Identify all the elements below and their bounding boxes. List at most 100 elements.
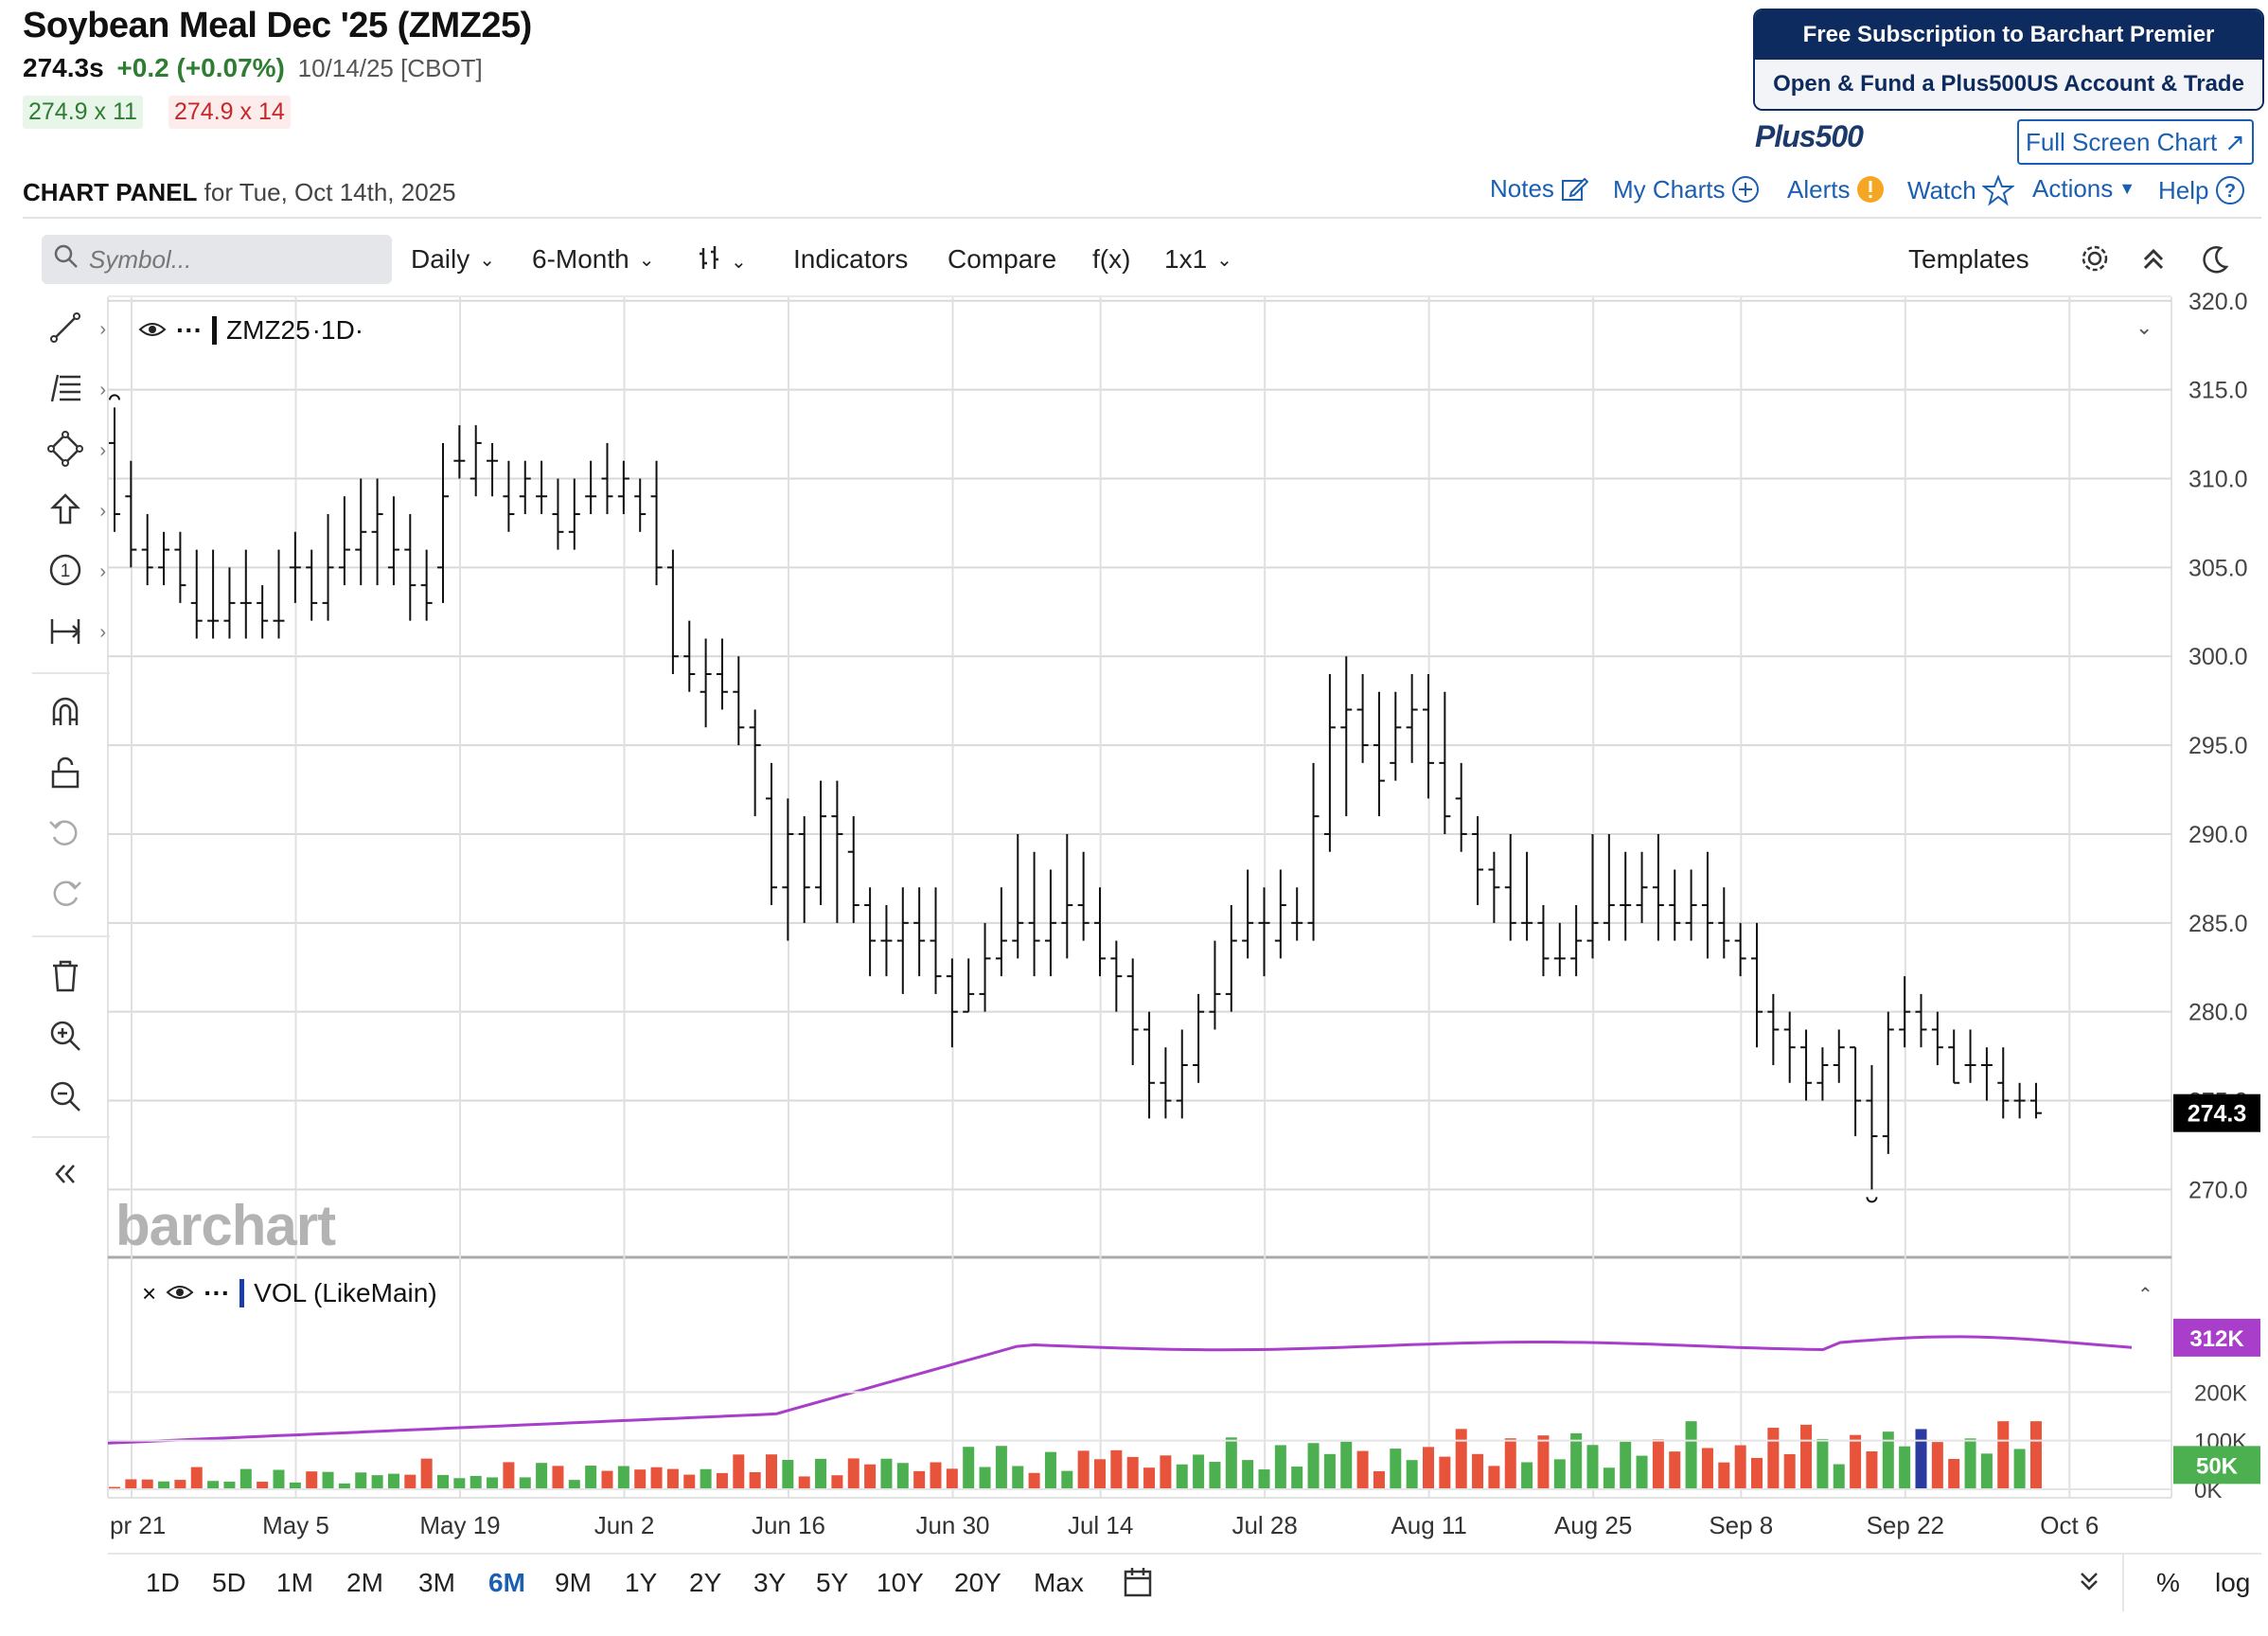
fx-button[interactable]: f(x) <box>1092 244 1131 274</box>
collapse-up-icon[interactable] <box>2139 242 2168 275</box>
volume-bar <box>437 1474 449 1489</box>
price-tick-label: 285.0 <box>2188 911 2248 937</box>
volume-bar <box>733 1454 745 1489</box>
range-button-5d[interactable]: 5D <box>212 1568 246 1597</box>
ohlc-bar <box>1833 1029 1845 1083</box>
range-button-10y[interactable]: 10Y <box>877 1568 924 1597</box>
actions-label: Actions <box>2032 174 2114 203</box>
low-marker <box>1866 1197 1878 1203</box>
date-range-calendar-icon[interactable] <box>1123 1566 1153 1603</box>
range-button-2m[interactable]: 2M <box>346 1568 383 1597</box>
percent-scale-button[interactable]: % <box>2156 1568 2180 1597</box>
range-button-max[interactable]: Max <box>1034 1568 1084 1597</box>
help-link[interactable]: Help ? <box>2158 174 2246 206</box>
plus500-logo[interactable]: Plus500 <box>1755 119 1864 153</box>
full-screen-chart-button[interactable]: Full Screen Chart ↗ <box>2017 119 2254 165</box>
watch-link[interactable]: Watch <box>1907 174 2014 206</box>
zoom-out-button[interactable] <box>23 1072 108 1125</box>
price-tick-label: 310.0 <box>2188 466 2248 492</box>
volume-bar <box>930 1462 942 1489</box>
volume-bar <box>1964 1438 1976 1489</box>
ohlc-bar <box>1472 816 1484 906</box>
range-button-1d[interactable]: 1D <box>146 1568 180 1597</box>
templates-button[interactable]: Templates <box>1908 244 2029 274</box>
eye-icon[interactable] <box>166 1278 194 1308</box>
price-tick-label: 295.0 <box>2188 733 2248 759</box>
ohlc-bar <box>733 656 745 746</box>
chart-type-dropdown[interactable]: ⌄ <box>697 244 747 279</box>
range-button-1y[interactable]: 1Y <box>625 1568 658 1597</box>
ohlc-bar <box>1323 673 1336 852</box>
ohlc-bar <box>798 816 810 923</box>
layout-dropdown[interactable]: 1x1 ⌄ <box>1164 244 1232 275</box>
ohlc-bar <box>1356 673 1369 763</box>
ohlc-bar <box>1537 905 1550 977</box>
lock-tool[interactable] <box>23 748 108 801</box>
volume-bar <box>420 1458 433 1489</box>
volume-bar <box>1948 1458 1960 1489</box>
settings-gear-icon[interactable] <box>2079 242 2111 275</box>
more-options-icon[interactable]: ··· <box>176 315 203 345</box>
shapes-tool[interactable]: › <box>23 424 108 477</box>
log-scale-button[interactable]: log <box>2215 1568 2251 1597</box>
ohlc-bar <box>1028 851 1040 977</box>
fibonacci-tool[interactable]: › <box>23 364 108 417</box>
zoom-in-button[interactable] <box>23 1011 108 1064</box>
notes-link[interactable]: Notes <box>1490 174 1588 204</box>
ohlc-bar <box>1636 851 1648 923</box>
header-divider <box>23 217 2261 219</box>
ohlc-bar <box>749 709 761 817</box>
search-input[interactable]: Symbol... <box>89 244 192 274</box>
range-button-3y[interactable]: 3Y <box>753 1568 787 1597</box>
date-tick-label: May 5 <box>262 1511 329 1539</box>
close-icon[interactable]: × <box>142 1278 157 1307</box>
range-button-3m[interactable]: 3M <box>418 1568 455 1597</box>
period-dropdown[interactable]: 6-Month ⌄ <box>532 244 654 275</box>
range-button-5y[interactable]: 5Y <box>816 1568 849 1597</box>
ohlc-bar <box>963 958 975 1013</box>
promo-box[interactable]: Free Subscription to Barchart Premier Op… <box>1753 9 2264 111</box>
date-tick-label: Aug 25 <box>1554 1511 1632 1539</box>
more-options-icon[interactable]: ··· <box>204 1278 231 1307</box>
delete-drawings-button[interactable] <box>23 951 108 1004</box>
range-selector-bar: 1D 5D 1M 2M 3M 6M 9M 1Y 2Y 3Y 5Y 10Y 20Y Max % log <box>108 1553 2261 1611</box>
ohlc-bar <box>568 478 580 550</box>
range-button-2y[interactable]: 2Y <box>689 1568 722 1597</box>
collapse-pane-chevron-icon[interactable]: ⌄ <box>2135 315 2153 339</box>
alerts-link[interactable]: Alerts <box>1787 174 1886 204</box>
premier-subscription-link[interactable]: Free Subscription to Barchart Premier <box>1755 10 2262 60</box>
indicators-button[interactable]: Indicators <box>793 244 909 274</box>
redo-button[interactable] <box>23 869 108 922</box>
chevron-down-icon: ⌄ <box>638 249 655 271</box>
dark-mode-moon-icon[interactable] <box>2198 242 2232 276</box>
range-button-6m[interactable]: 6M <box>488 1568 525 1597</box>
actions-menu[interactable]: Actions ▼ <box>2032 174 2135 204</box>
volume-bar <box>880 1458 893 1489</box>
symbol-search[interactable]: Symbol... <box>42 235 392 284</box>
collapse-volume-chevron-icon[interactable]: ⌃ <box>2137 1285 2153 1306</box>
undo-button[interactable] <box>23 809 108 862</box>
collapse-sidebar-button[interactable] <box>23 1149 108 1202</box>
eye-icon[interactable] <box>138 315 167 346</box>
volume-bar <box>1012 1466 1024 1489</box>
range-button-1m[interactable]: 1M <box>276 1568 313 1597</box>
edit-icon <box>1560 175 1588 204</box>
interval-dropdown[interactable]: Daily ⌄ <box>411 244 495 275</box>
arrow-tool[interactable]: › <box>23 485 108 538</box>
plus500-account-link[interactable]: Open & Fund a Plus500US Account & Trade <box>1755 60 2262 109</box>
ohlc-bar <box>1816 1047 1829 1101</box>
range-button-9m[interactable]: 9M <box>555 1568 592 1597</box>
trash-icon <box>46 956 84 999</box>
range-button-20y[interactable]: 20Y <box>954 1568 1001 1597</box>
trendline-tool[interactable]: › <box>23 303 108 356</box>
expand-down-icon[interactable] <box>2075 1566 2103 1601</box>
ohlc-bar <box>1209 940 1221 1030</box>
annotation-tool[interactable]: 1 › <box>23 545 108 598</box>
volume-bar <box>125 1479 137 1489</box>
compare-button[interactable]: Compare <box>948 244 1057 274</box>
magnet-tool[interactable] <box>23 687 108 740</box>
my-charts-link[interactable]: My Charts <box>1613 174 1761 204</box>
ohlc-bar <box>1701 851 1713 959</box>
measure-tool[interactable]: › <box>23 606 108 659</box>
